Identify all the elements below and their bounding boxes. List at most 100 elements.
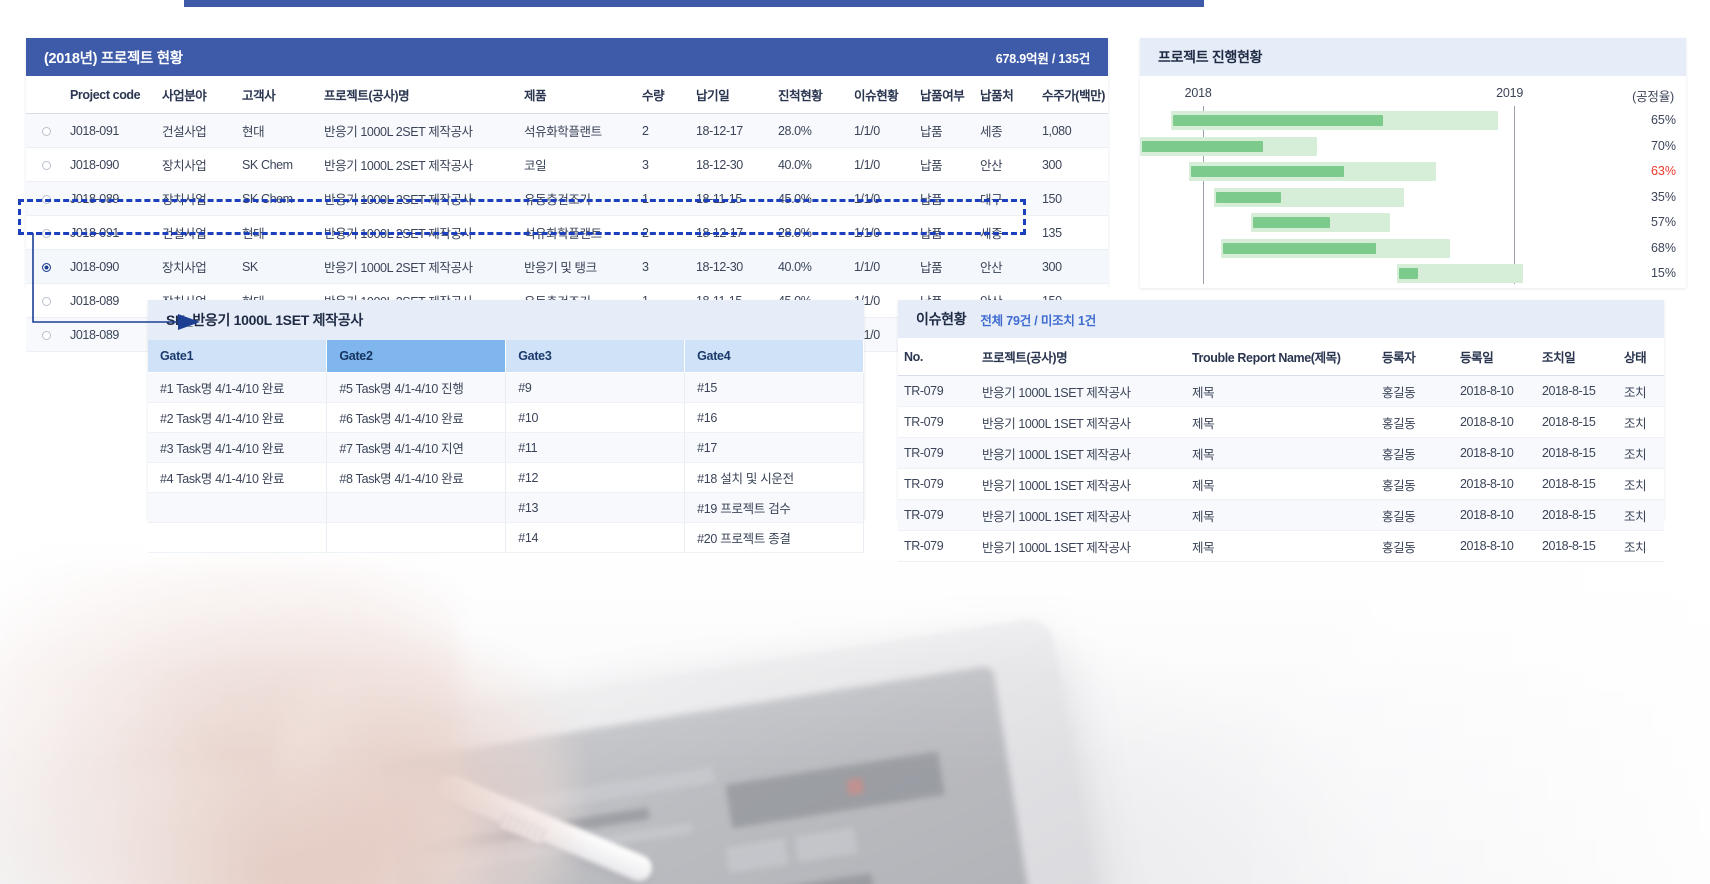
gate-task-cell[interactable] [148,492,328,523]
cell-amount: 150 [1038,181,1108,216]
gate-task-cell[interactable]: #10 [505,402,686,433]
cell-qty: 3 [638,249,692,284]
radio-icon[interactable] [41,160,51,170]
row-radio-cell[interactable] [26,113,66,148]
cell-progress: 40.0% [774,147,850,182]
table-row[interactable]: #1 Task명 4/1-4/10 완료 #5 Task명 4/1-4/10 진행… [148,372,864,403]
gate-task-cell[interactable]: #8 Task명 4/1-4/10 완료 [326,462,507,493]
issue-table-body: TR-079 반응기 1000L 1SET 제작공사 제목 홍길동 2018-8-10 2… [898,375,1664,562]
cell-reg-date: 2018-8-10 [1454,499,1536,531]
gate-task-cell[interactable]: #1 Task명 4/1-4/10 완료 [148,372,328,403]
cell-product: 석유화학플랜트 [520,215,638,250]
gate-task-cell[interactable]: #14 [505,522,686,553]
gate-task-cell[interactable]: #4 Task명 4/1-4/10 완료 [148,462,328,493]
gate-task-cell[interactable]: #13 [505,492,686,523]
top-accent-bar [184,0,1204,7]
cell-act-date: 2018-8-15 [1536,406,1618,438]
gate-task-cell[interactable]: #18 설치 및 시운전 [684,462,864,493]
gate-column-header[interactable]: Gate4 [684,340,864,373]
gate-task-cell[interactable] [148,522,328,553]
cell-place: 안산 [976,249,1038,284]
gantt-row: 65% [1140,108,1686,134]
cell-progress: 28.0% [774,215,850,250]
project-panel-title: (2018년) 프로젝트 현황 [44,50,183,67]
col-amount: 수주가(백만) [1038,76,1108,114]
gate-task-cell[interactable]: #17 [684,432,864,463]
gantt-bar-fill [1216,191,1282,203]
table-row[interactable]: TR-079 반응기 1000L 1SET 제작공사 제목 홍길동 2018-8-10 2… [898,375,1664,407]
cell-client: SK Chem [238,181,320,216]
table-row[interactable]: #2 Task명 4/1-4/10 완료 #6 Task명 4/1-4/10 완료… [148,402,864,433]
issue-column-header: No. [898,338,976,376]
gantt-bar-track [1397,264,1524,283]
gate-task-cell[interactable]: #5 Task명 4/1-4/10 진행 [326,372,507,403]
row-radio-cell[interactable] [26,147,66,182]
row-radio-cell[interactable] [26,317,66,352]
table-row[interactable]: J018-091 건설사업 현대 반응기 1000L 2SET 제작공사 석유화학플랜트… [26,215,1108,250]
cell-reg-date: 2018-8-10 [1454,437,1536,469]
issue-column-header: 상태 [1618,338,1664,376]
gate-task-cell[interactable]: #2 Task명 4/1-4/10 완료 [148,402,328,433]
cell-qty: 3 [638,147,692,182]
gate-task-cell[interactable]: #3 Task명 4/1-4/10 완료 [148,432,328,463]
radio-icon[interactable] [41,228,51,238]
table-row[interactable]: #14 #20 프로젝트 종결 [148,522,864,553]
cell-field: 장치사업 [158,249,238,284]
gate-column-header[interactable]: Gate2 [326,340,507,373]
gate-task-cell[interactable]: #12 [505,462,686,493]
table-row[interactable]: TR-079 반응기 1000L 1SET 제작공사 제목 홍길동 2018-8-10 2… [898,468,1664,500]
table-row[interactable]: #13 #19 프로젝트 검수 [148,492,864,523]
cell-trouble: 제목 [1186,499,1376,531]
table-row[interactable]: J018-091 건설사업 현대 반응기 1000L 2SET 제작공사 석유화학플랜트… [26,113,1108,148]
gate-task-cell[interactable]: #7 Task명 4/1-4/10 지연 [326,432,507,463]
gate-task-cell[interactable]: #19 프로젝트 검수 [684,492,864,523]
table-row[interactable]: TR-079 반응기 1000L 1SET 제작공사 제목 홍길동 2018-8-10 2… [898,437,1664,469]
cell-project: 반응기 1000L 2SET 제작공사 [320,181,520,216]
gate-task-cell[interactable]: #9 [505,372,686,403]
radio-icon[interactable] [41,126,51,136]
gantt-row: 70% [1140,134,1686,160]
cell-amount: 135 [1038,215,1108,250]
row-radio-cell[interactable] [26,181,66,216]
table-row[interactable]: J018-090 장치사업 SK 반응기 1000L 2SET 제작공사 반응기 및 탱… [26,249,1108,284]
table-row[interactable]: J018-090 장치사업 SK Chem 반응기 1000L 2SET 제작공사 코일… [26,147,1108,182]
table-row[interactable]: #3 Task명 4/1-4/10 완료 #7 Task명 4/1-4/10 지연… [148,432,864,463]
gate-task-cell[interactable]: #6 Task명 4/1-4/10 완료 [326,402,507,433]
gate-table-header-row: Gate1 Gate2 Gate3 Gate4 [148,340,864,373]
radio-selected-icon[interactable] [41,262,51,272]
radio-icon[interactable] [41,330,51,340]
top-accent-strip [0,0,1710,9]
cell-project: 반응기 1000L 2SET 제작공사 [320,249,520,284]
gantt-progress-value: 68% [1650,240,1676,255]
gate-column-header[interactable]: Gate1 [148,340,328,373]
row-radio-cell[interactable] [26,283,66,318]
gate-table: Gate1 Gate2 Gate3 Gate4 #1 Task명 4/1-4/10 완… [148,340,864,553]
project-panel-summary: 678.9억원 / 135건 [995,51,1090,66]
col-issue: 이슈현황 [850,76,916,114]
gate-task-cell[interactable] [326,522,507,553]
table-row[interactable]: #4 Task명 4/1-4/10 완료 #8 Task명 4/1-4/10 완료… [148,462,864,493]
radio-icon[interactable] [41,194,51,204]
issue-table: No. 프로젝트(공사)명 Trouble Report Name(제목) 등록자 등록… [898,338,1664,562]
gate-task-cell[interactable]: #15 [684,372,864,403]
row-radio-cell[interactable] [26,215,66,250]
table-row[interactable]: TR-079 반응기 1000L 1SET 제작공사 제목 홍길동 2018-8-10 2… [898,530,1664,562]
cell-writer: 홍길동 [1376,437,1454,469]
radio-icon[interactable] [41,296,51,306]
gantt-bar-fill [1222,242,1376,254]
gate-task-cell[interactable]: #16 [684,402,864,433]
gantt-bar-fill [1252,217,1331,228]
cell-act-date: 2018-8-15 [1536,468,1618,500]
gate-column-header[interactable]: Gate3 [505,340,686,373]
row-radio-cell[interactable] [26,249,66,284]
table-row[interactable]: TR-079 반응기 1000L 1SET 제작공사 제목 홍길동 2018-8-10 2… [898,499,1664,531]
gate-task-cell[interactable]: #20 프로젝트 종결 [684,522,864,553]
cell-delivery: 납품 [916,215,976,250]
cell-due: 18-11-15 [692,181,774,216]
col-project-name: 프로젝트(공사)명 [320,76,520,114]
gate-task-cell[interactable] [326,492,507,523]
table-row[interactable]: TR-079 반응기 1000L 1SET 제작공사 제목 홍길동 2018-8-10 2… [898,406,1664,438]
gantt-row: 57% [1140,210,1686,236]
table-row[interactable]: J018-089 장치사업 SK Chem 반응기 1000L 2SET 제작공사 유동… [26,181,1108,216]
gate-task-cell[interactable]: #11 [505,432,686,463]
